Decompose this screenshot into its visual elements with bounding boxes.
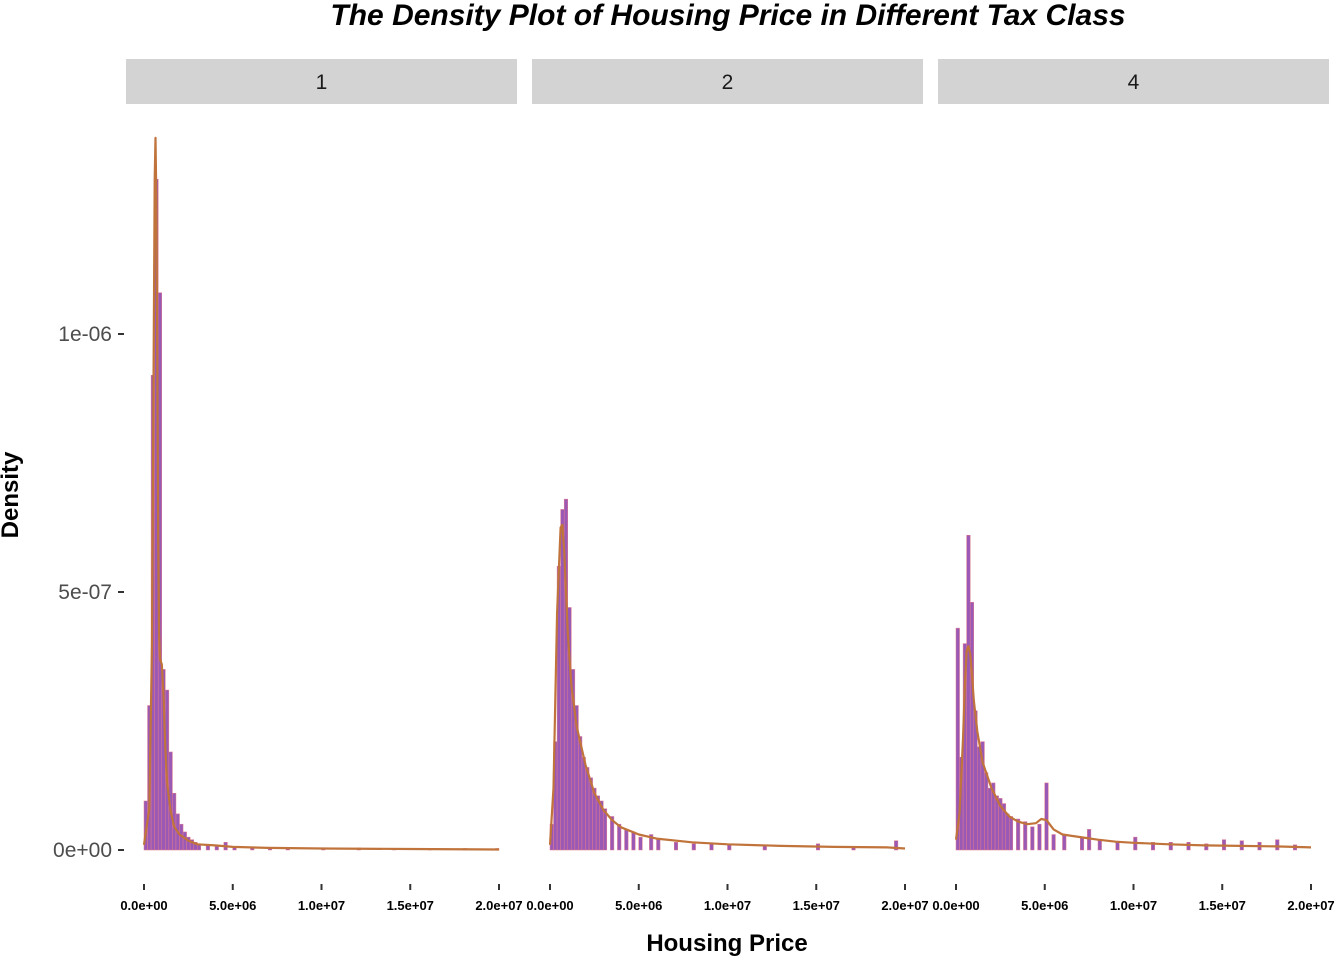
x-tick-label: 1.0e+07 [1110, 898, 1157, 913]
histogram-bar [578, 736, 583, 851]
x-tick-label: 5.0e+06 [615, 898, 662, 913]
x-tick-label: 2.0e+07 [475, 898, 522, 913]
histogram-bar [656, 839, 661, 851]
x-tick-label: 0.0e+00 [526, 898, 573, 913]
y-axis: 0e+00 5e-07 1e-06 [53, 323, 124, 862]
x-tick-label: 0.0e+00 [120, 898, 167, 913]
histogram-bar [182, 831, 187, 851]
x-tick-label: 1.5e+07 [1199, 898, 1246, 913]
histogram-bar [1062, 834, 1067, 851]
histogram-bar [984, 772, 989, 851]
x-axis: 0.0e+00 5.0e+06 1.0e+07 1.5e+07 2.0e+07 [120, 884, 523, 913]
x-tick-label: 1.0e+07 [704, 898, 751, 913]
histogram-bar [1275, 839, 1280, 851]
histogram-bar [638, 836, 643, 851]
density-curve [142, 136, 500, 851]
histogram-bars [549, 498, 899, 851]
histogram-bar [581, 756, 586, 851]
facet-strip-label: 1 [316, 71, 328, 94]
x-axis: 0.0e+00 5.0e+06 1.0e+07 1.5e+07 2.0e+07 [932, 884, 1335, 913]
x-tick-label: 5.0e+06 [1021, 898, 1068, 913]
histogram-bar [631, 831, 636, 851]
histogram-bar [649, 834, 654, 851]
histogram-bar [1168, 842, 1173, 851]
histogram-bar [603, 808, 608, 851]
histogram-bar [987, 787, 992, 851]
histogram-bar [624, 829, 629, 851]
histogram-bar [894, 840, 899, 851]
histogram-bars [955, 534, 1298, 851]
histogram-bar [1186, 842, 1191, 851]
histogram-bar [966, 534, 971, 851]
histogram-bar [955, 627, 960, 851]
histogram-bar [1037, 823, 1042, 851]
density-curve-group [142, 136, 500, 851]
histogram-bar [1044, 782, 1049, 851]
y-axis-title: Density [0, 451, 24, 538]
histogram-bar [674, 842, 679, 851]
histogram-bar [1016, 818, 1021, 851]
chart-title: The Density Plot of Housing Price in Dif… [330, 0, 1125, 32]
histogram-bar [1009, 816, 1014, 851]
histogram-bar [1051, 834, 1056, 851]
histogram-bar [1005, 813, 1010, 851]
x-axis-title: Housing Price [646, 930, 807, 957]
facet-strip-label: 2 [722, 71, 734, 94]
y-tick-label: 1e-06 [58, 323, 112, 346]
density-curve [548, 523, 906, 850]
facet-strip [126, 59, 517, 104]
histogram-bar [994, 795, 999, 851]
x-tick-label: 0.0e+00 [932, 898, 979, 913]
facet-panel-4: 4 0.0e+00 5.0e+06 1.0e+07 1.5e+07 2.0e+07 [932, 59, 1335, 913]
histogram-bar [691, 843, 696, 851]
facet-strip-label: 4 [1128, 71, 1140, 94]
histogram-bar [585, 767, 590, 851]
histogram-bar [1030, 826, 1035, 851]
facet-panels: 1 0.0e+00 5.0e+06 1.0e+07 1.5e+07 2.0e+07 2 … [120, 59, 1335, 913]
x-tick-label: 1.5e+07 [793, 898, 840, 913]
y-tick-label: 5e-07 [58, 581, 112, 604]
x-tick-label: 1.5e+07 [387, 898, 434, 913]
x-tick-label: 5.0e+06 [209, 898, 256, 913]
facet-strip [938, 59, 1329, 104]
histogram-bar [977, 746, 982, 851]
histogram-bar [1023, 821, 1028, 851]
y-tick-label: 0e+00 [53, 839, 112, 862]
density-curve-group [548, 523, 906, 850]
facet-panel-2: 2 0.0e+00 5.0e+06 1.0e+07 1.5e+07 2.0e+07 [526, 59, 929, 913]
histogram-bar [610, 816, 615, 851]
x-tick-label: 2.0e+07 [1287, 898, 1334, 913]
x-axis: 0.0e+00 5.0e+06 1.0e+07 1.5e+07 2.0e+07 [526, 884, 929, 913]
facet-panel-1: 1 0.0e+00 5.0e+06 1.0e+07 1.5e+07 2.0e+07 [120, 59, 523, 913]
x-tick-label: 1.0e+07 [298, 898, 345, 913]
histogram-bar [709, 843, 714, 851]
facet-strip [532, 59, 923, 104]
histogram-bar [1204, 843, 1209, 851]
x-tick-label: 2.0e+07 [881, 898, 928, 913]
density-curve-group [954, 645, 1312, 849]
density-curve [954, 645, 1312, 849]
histogram-bar [1097, 839, 1102, 851]
histogram-bar [1151, 842, 1156, 851]
histogram-bar [1080, 836, 1085, 851]
histogram-bar [617, 823, 622, 851]
histogram-bar [1115, 842, 1120, 851]
histogram-bar [969, 602, 975, 851]
